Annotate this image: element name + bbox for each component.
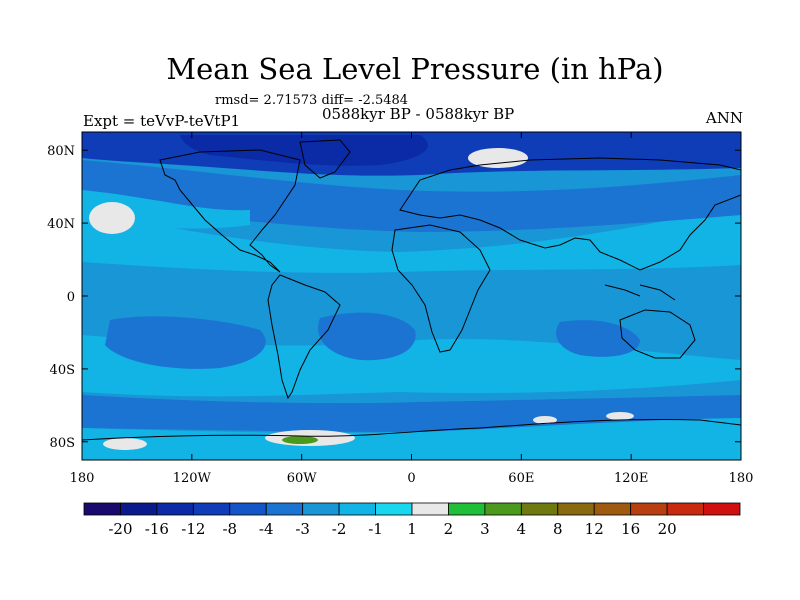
latitude-ticks: 80N 40N 0 40S 80S: [47, 144, 741, 451]
field-ant-west: [103, 438, 147, 450]
colorbar-swatch: [448, 502, 486, 516]
field-so-band: [82, 395, 741, 432]
colorbar-swatch: [593, 502, 632, 516]
coast-north-america: [159, 149, 301, 273]
lon-tick-label: 0: [407, 471, 415, 486]
colorbar-swatch: [83, 502, 121, 516]
colorbar-label: -1: [368, 520, 383, 538]
colorbar-swatch: [411, 502, 449, 516]
pressure-field: [82, 132, 741, 460]
lat-tick-label: 80N: [47, 144, 75, 159]
coast-australia: [619, 309, 696, 359]
colorbar-label: -4: [259, 520, 274, 538]
lat-tick-label: 80S: [50, 436, 75, 451]
longitude-ticks: 180 120W 60W 0 60E 120E 180: [70, 132, 754, 486]
colorbar-label: 4: [517, 520, 527, 538]
lat-tick-label: 40S: [50, 363, 75, 378]
season-label: ANN: [705, 109, 743, 127]
colorbar-swatch: [520, 502, 559, 516]
colorbar-label: 16: [621, 520, 640, 538]
colorbar-label: 2: [444, 520, 454, 538]
colorbar-label: 8: [553, 520, 563, 538]
coast-south-america: [267, 274, 341, 400]
coast-africa: [391, 224, 491, 353]
plot-subtitle: 0588kyr BP - 0588kyr BP: [322, 105, 515, 123]
colorbar-swatch: [265, 502, 304, 516]
field-sa-blob: [318, 312, 416, 361]
plot-title: Mean Sea Level Pressure (in hPa): [166, 52, 664, 86]
field-ant-east2: [606, 412, 634, 420]
colorbar-swatch: [229, 502, 267, 516]
coast-antarctica: [82, 418, 741, 441]
lon-tick-label: 120E: [614, 471, 648, 486]
colorbar-swatch: [156, 502, 194, 516]
colorbar-swatch: [338, 502, 376, 516]
lat-tick-label: 40N: [47, 217, 75, 232]
colorbar-label: -3: [295, 520, 310, 538]
field-pacific-high: [89, 202, 135, 234]
colorbar-swatch: [666, 502, 704, 516]
colorbar-label: 20: [658, 520, 677, 538]
colorbar-label: 12: [585, 520, 604, 538]
field-arctic-dark: [180, 135, 428, 166]
colorbar-swatch: [703, 502, 741, 516]
field-antarctica: [82, 418, 741, 460]
colorbar-swatch: [302, 502, 340, 516]
colorbar-label: 1: [407, 520, 417, 538]
field-sp-blob: [105, 316, 266, 369]
colorbar-label: -12: [181, 520, 205, 538]
colorbar-label: -8: [222, 520, 237, 538]
colorbar-swatch: [557, 502, 595, 516]
colorbar-swatch: [484, 502, 522, 516]
colorbar-label: -2: [332, 520, 347, 538]
field-greenland: [468, 148, 528, 168]
colorbar-label: -20: [108, 520, 132, 538]
colorbar-swatch: [120, 502, 158, 516]
lon-tick-label: 180: [729, 471, 754, 486]
field-io-blob: [556, 320, 640, 357]
lon-tick-label: 60E: [508, 471, 534, 486]
colorbar-label: 3: [480, 520, 490, 538]
experiment-label: Expt = teVvP-teVtP1: [83, 112, 241, 130]
colorbar-swatch: [192, 502, 231, 516]
field-ant-green: [282, 436, 318, 444]
lat-tick-label: 0: [67, 290, 75, 305]
coast-eurasia: [399, 157, 741, 271]
coast-greenland: [299, 139, 351, 179]
colorbar: -20 -16 -12 -8 -4 -3 -2 -1 1 2 3 4 8 12 16 20: [83, 502, 741, 538]
lon-tick-label: 60W: [287, 471, 318, 486]
stats-text: rmsd= 2.71573 diff= -2.5484: [215, 93, 409, 108]
colorbar-swatch: [630, 502, 668, 516]
lon-tick-label: 120W: [173, 471, 212, 486]
coast-indonesia: [604, 284, 676, 301]
colorbar-swatch: [375, 502, 413, 516]
lon-tick-label: 180: [70, 471, 95, 486]
colorbar-label: -16: [145, 520, 169, 538]
coastlines: [82, 139, 741, 441]
field-band-n: [82, 205, 741, 273]
field-ant-east: [533, 416, 557, 424]
